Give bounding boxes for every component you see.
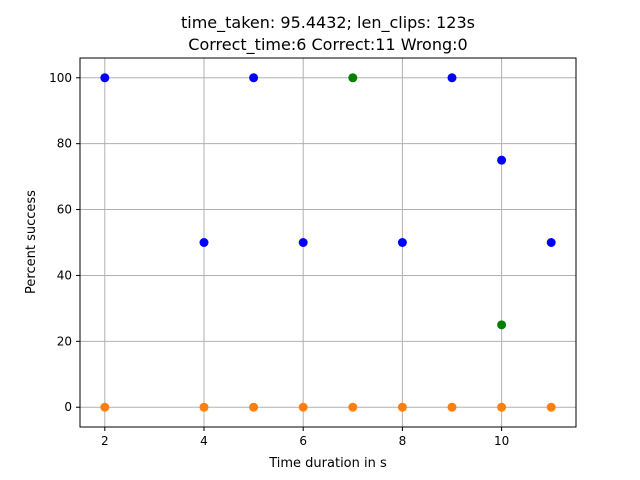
plot-frame (79, 57, 577, 428)
data-point (546, 238, 556, 247)
data-point (348, 73, 358, 83)
y-tick-label: 100 (49, 71, 72, 85)
x-tick-label: 10 (494, 434, 509, 448)
data-point (447, 402, 457, 412)
y-tick-label: 60 (57, 203, 72, 217)
data-point (100, 402, 110, 412)
y-tick-label: 20 (57, 334, 72, 348)
tick-marks (76, 77, 503, 431)
x-axis-label: Time duration in s (268, 456, 387, 471)
data-point (546, 402, 556, 412)
x-tick-label: 2 (101, 434, 109, 448)
data-point (199, 238, 209, 247)
data-point (249, 402, 259, 412)
y-tick-label: 0 (64, 400, 72, 414)
data-point (497, 402, 507, 412)
data-point (397, 238, 407, 247)
data-point (100, 73, 110, 83)
chart-title: time_taken: 95.4432; len_clips: 123s (181, 13, 475, 33)
data-point (199, 402, 209, 412)
data-point (497, 155, 507, 165)
data-point (249, 73, 259, 83)
chart-subtitle: Correct_time:6 Correct:11 Wrong:0 (188, 35, 467, 55)
y-tick-label: 40 (57, 268, 72, 282)
data-point (348, 402, 358, 412)
x-tick-label: 8 (399, 434, 407, 448)
x-tick-label: 6 (299, 434, 307, 448)
data-point (497, 320, 507, 330)
x-tick-label: 4 (200, 434, 208, 448)
data-point (447, 73, 457, 83)
data-point (397, 402, 407, 412)
data-point (298, 238, 308, 247)
y-axis-label: Percent success (24, 190, 39, 294)
y-tick-label: 80 (57, 137, 72, 151)
data-points (100, 73, 556, 412)
grid (80, 58, 576, 427)
data-point (298, 402, 308, 412)
